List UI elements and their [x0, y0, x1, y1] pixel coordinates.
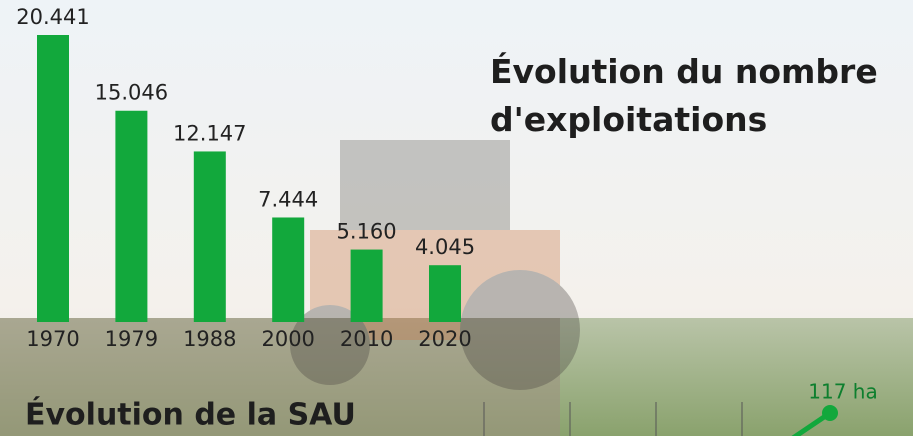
value-label: 4.045 — [415, 235, 475, 259]
chart-title: Évolution du nombre d'exploitations — [490, 52, 878, 139]
bar — [350, 249, 383, 322]
x-tick-label: 2000 — [261, 327, 314, 351]
bar — [272, 217, 305, 322]
x-tick-label: 1979 — [105, 327, 158, 351]
x-tick-label: 1988 — [183, 327, 236, 351]
bar — [115, 110, 148, 322]
value-label: 20.441 — [16, 5, 89, 29]
sau-annotation: 117 ha — [808, 380, 877, 404]
value-label: 7.444 — [258, 187, 318, 211]
x-tick-label: 2010 — [340, 327, 393, 351]
value-label: 12.147 — [173, 121, 246, 145]
sau-point — [822, 405, 838, 421]
value-label: 5.160 — [337, 220, 397, 244]
sau-title: Évolution de la SAU — [25, 397, 356, 433]
value-label: 15.046 — [95, 81, 168, 105]
x-tick-label: 1970 — [26, 327, 79, 351]
bar — [37, 35, 69, 322]
bar — [429, 265, 461, 322]
bar — [193, 151, 226, 322]
x-tick-label: 2020 — [418, 327, 471, 351]
background-soil — [0, 318, 560, 436]
